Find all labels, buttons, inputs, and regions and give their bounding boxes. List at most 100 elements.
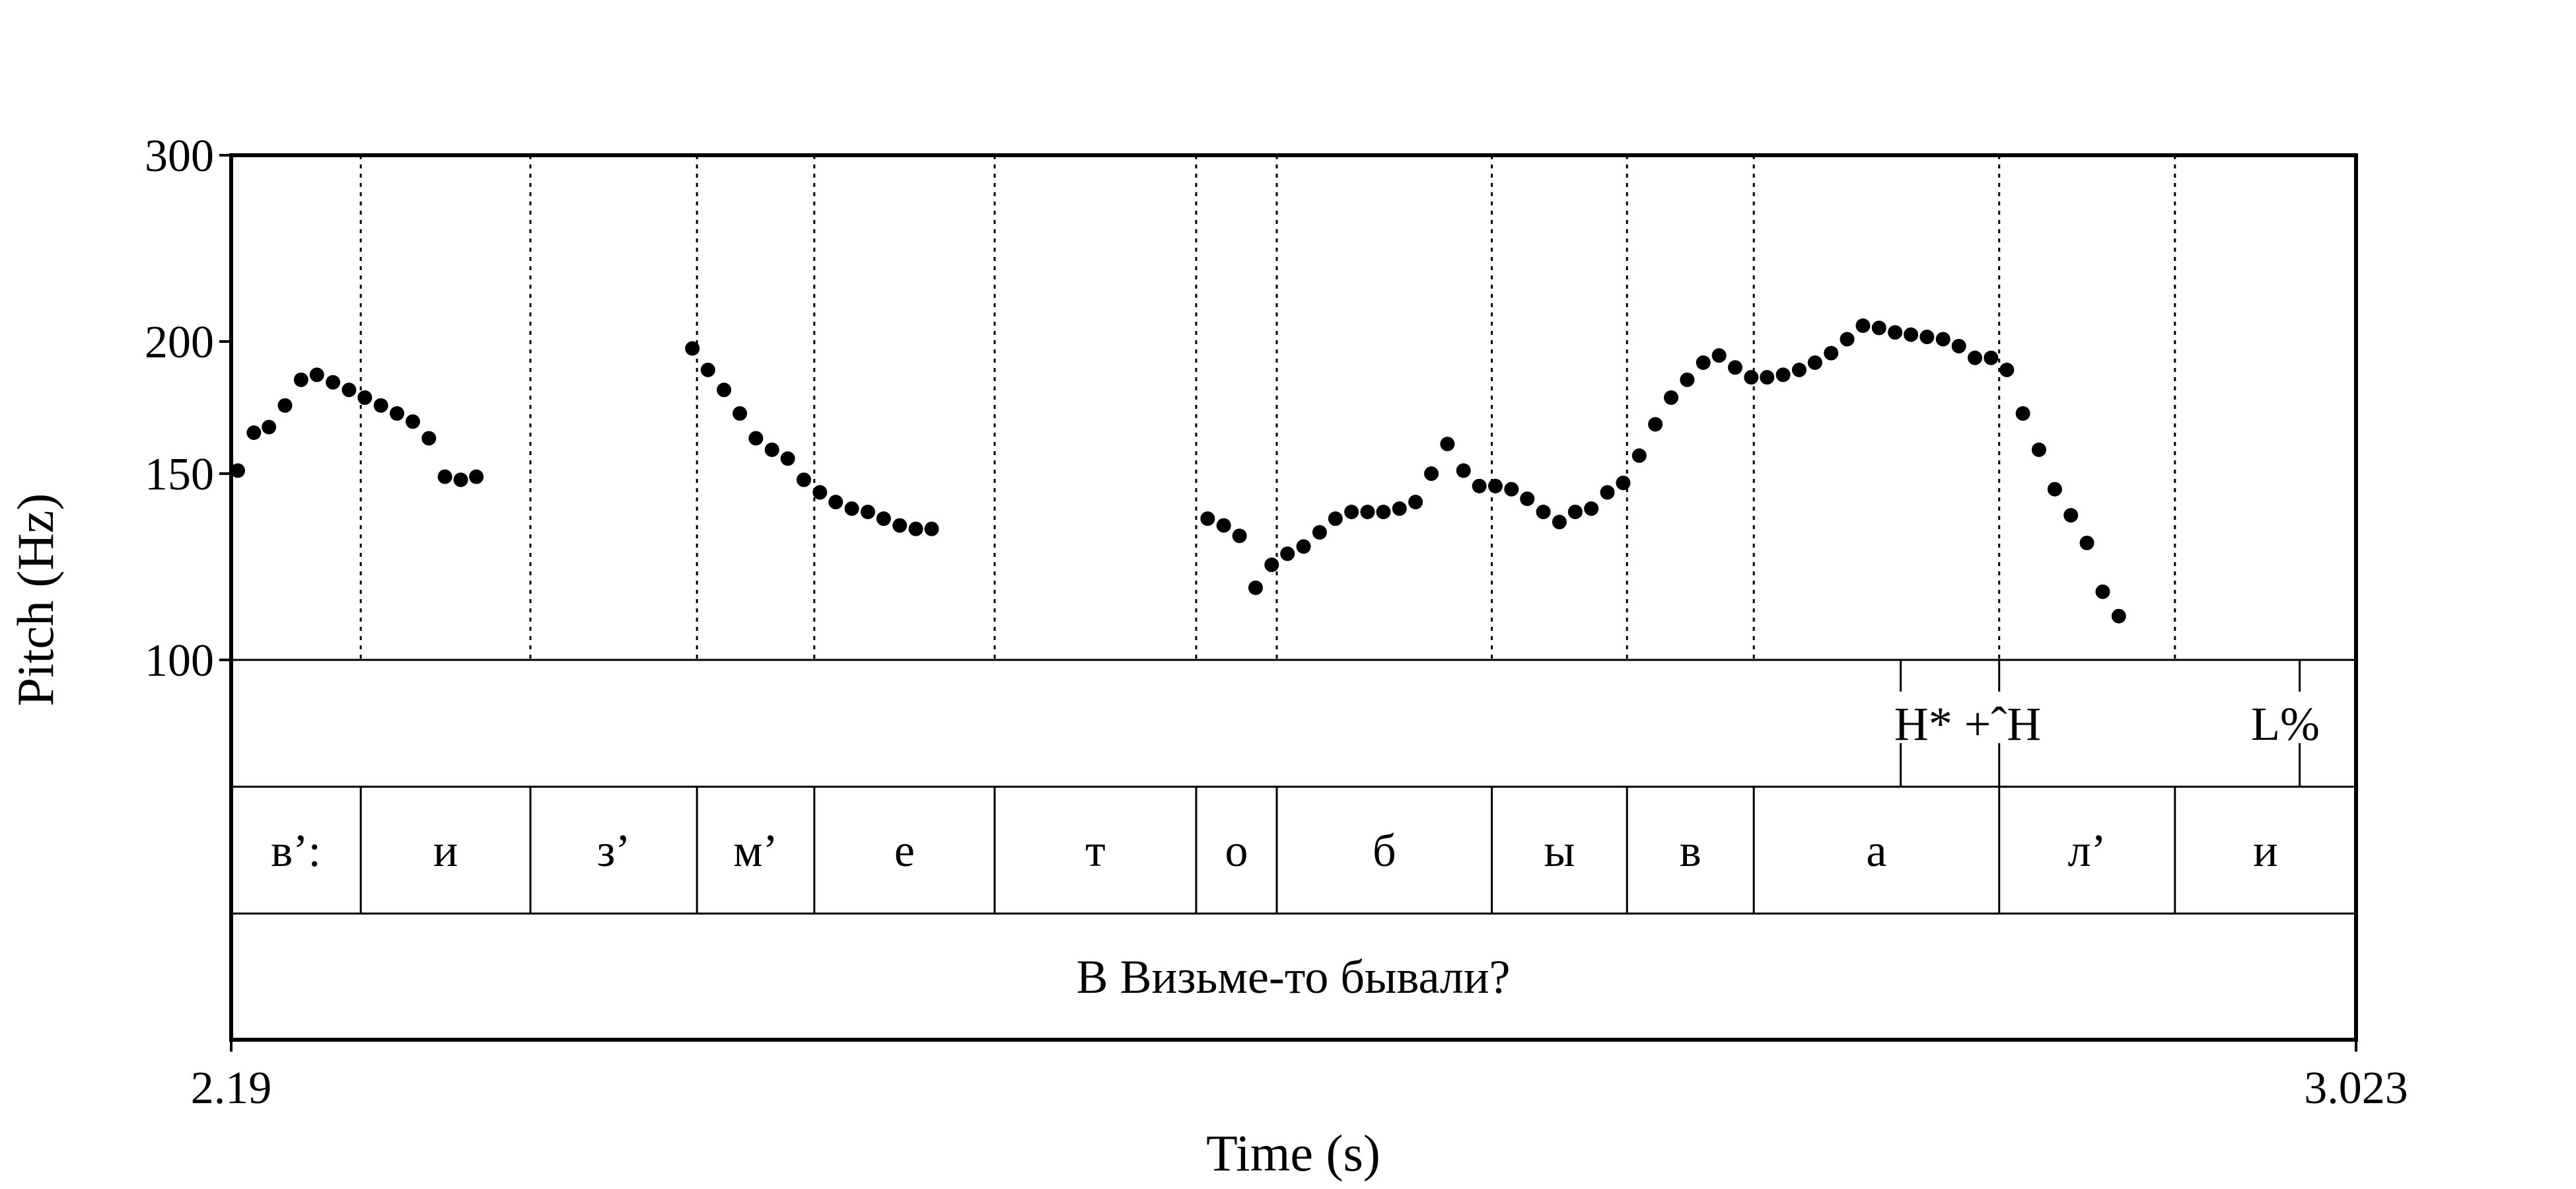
pitch-point-19 (733, 406, 747, 421)
segment-label-8: ы (1544, 826, 1575, 877)
pitch-point-27 (861, 505, 875, 519)
pitch-point-78 (1936, 332, 1950, 347)
pitch-point-34 (1233, 528, 1247, 543)
pitch-point-74 (1872, 320, 1886, 335)
pitch-point-10 (390, 406, 404, 421)
pitch-point-50 (1488, 479, 1503, 493)
pitch-point-3 (277, 398, 292, 413)
x-tick-label-end: 3.023 (2304, 1063, 2408, 1114)
pitch-point-65 (1728, 360, 1742, 375)
pitch-point-85 (2048, 482, 2062, 497)
pitch-point-70 (1808, 355, 1822, 370)
pitch-point-57 (1600, 485, 1615, 499)
segment-label-1: и (433, 826, 458, 877)
pitch-point-21 (765, 443, 779, 457)
pitch-point-81 (1984, 351, 1998, 365)
pitch-point-54 (1552, 515, 1567, 529)
pitch-point-55 (1568, 505, 1583, 519)
pitch-point-16 (685, 341, 699, 355)
pitch-point-2 (262, 420, 276, 435)
pitch-point-83 (2016, 406, 2030, 421)
x-axis-label: Time (s) (1206, 1124, 1380, 1182)
pitch-point-79 (1952, 339, 1966, 353)
pitch-point-63 (1696, 355, 1711, 370)
pitch-point-14 (454, 472, 468, 487)
pitch-point-62 (1680, 373, 1694, 387)
pitch-point-42 (1360, 505, 1375, 519)
segment-label-4: е (894, 826, 915, 877)
pitch-point-9 (374, 398, 388, 413)
pitch-point-86 (2063, 508, 2078, 522)
pitch-point-72 (1840, 332, 1855, 347)
pitch-point-87 (2080, 536, 2094, 550)
segment-label-5: т (1085, 826, 1106, 877)
pitch-point-73 (1855, 318, 1870, 333)
pitch-point-71 (1824, 346, 1838, 361)
segment-label-0: в’: (271, 826, 321, 877)
pitch-point-5 (310, 367, 324, 382)
segment-labels: в’: и з’ м’ е т о б ы в а л’ и (271, 826, 2277, 877)
pitch-point-45 (1408, 495, 1423, 509)
pitch-point-0 (231, 463, 245, 478)
pitch-point-39 (1312, 525, 1327, 540)
pitch-point-52 (1520, 491, 1534, 506)
pitch-point-76 (1904, 328, 1918, 342)
pitch-point-6 (326, 375, 340, 390)
pitch-point-12 (421, 431, 436, 446)
pitch-point-40 (1328, 511, 1343, 526)
pitch-point-32 (1200, 511, 1215, 526)
y-axis-ticks: 300 200 150 100 (145, 131, 231, 686)
y-axis-label: Pitch (Hz) (7, 493, 64, 707)
pitch-point-26 (845, 501, 859, 516)
pitch-point-28 (877, 511, 891, 526)
pitch-point-29 (892, 518, 907, 532)
pitch-point-64 (1712, 348, 1727, 363)
pitch-point-35 (1248, 581, 1263, 595)
pitch-point-7 (341, 382, 356, 397)
pitch-point-80 (1968, 351, 1982, 365)
pitch-point-88 (2096, 585, 2110, 599)
segment-label-10: а (1866, 826, 1886, 877)
pitch-point-49 (1472, 479, 1487, 493)
tone-label-hstar: H* +ˆH (1894, 698, 2042, 750)
segment-label-2: з’ (597, 826, 631, 877)
pitch-point-17 (701, 363, 715, 377)
pitch-point-84 (2032, 443, 2046, 457)
segment-label-9: в (1680, 826, 1701, 877)
tone-label-lpercent: L% (2251, 698, 2320, 750)
pitch-point-37 (1280, 546, 1295, 561)
pitch-point-68 (1776, 367, 1791, 382)
pitch-point-59 (1632, 449, 1647, 463)
pitch-point-77 (1919, 330, 1934, 344)
pitch-point-69 (1792, 363, 1807, 377)
sentence-label: В Визьме-то бывали? (1077, 951, 1511, 1003)
pitch-point-51 (1504, 482, 1519, 497)
pitch-point-8 (357, 390, 372, 405)
pitch-point-61 (1664, 390, 1678, 405)
pitch-point-31 (924, 522, 939, 536)
pitch-point-66 (1744, 370, 1758, 384)
segment-label-3: м’ (733, 826, 778, 877)
pitch-point-75 (1888, 325, 1902, 340)
pitch-point-38 (1297, 539, 1311, 554)
pitch-point-56 (1584, 501, 1598, 516)
pitch-point-67 (1760, 370, 1774, 384)
y-tick-label-3: 100 (145, 635, 214, 686)
pitch-point-82 (1999, 363, 2014, 377)
pitch-point-30 (909, 522, 923, 536)
pitch-point-58 (1616, 476, 1630, 490)
plot-frame (231, 155, 2356, 1040)
pitch-point-48 (1456, 463, 1471, 478)
y-tick-label-0: 300 (145, 131, 214, 182)
pitch-point-13 (438, 470, 452, 484)
pitch-point-60 (1648, 417, 1663, 431)
pitch-point-44 (1392, 501, 1407, 516)
pitch-point-36 (1264, 558, 1279, 572)
pitch-point-22 (781, 451, 795, 466)
segment-boundary-lines (361, 155, 2175, 914)
pitch-point-18 (717, 382, 731, 397)
y-tick-label-2: 150 (145, 449, 214, 500)
segment-label-7: б (1373, 826, 1396, 877)
pitch-point-43 (1376, 505, 1390, 519)
